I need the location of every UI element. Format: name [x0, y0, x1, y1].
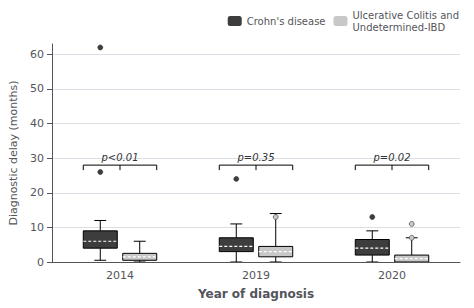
svg-text:20: 20: [30, 186, 44, 199]
svg-text:10: 10: [30, 221, 44, 234]
svg-text:30: 30: [30, 152, 44, 165]
svg-text:Diagnostic delay (months): Diagnostic delay (months): [7, 80, 20, 225]
svg-text:2019: 2019: [242, 269, 270, 282]
svg-text:Undetermined-IBD: Undetermined-IBD: [353, 22, 446, 33]
svg-text:Year of diagnosis: Year of diagnosis: [197, 287, 314, 301]
svg-text:p=0.35: p=0.35: [237, 152, 275, 163]
svg-text:0: 0: [37, 256, 44, 269]
svg-text:p<0.01: p<0.01: [101, 152, 139, 163]
svg-text:Ulcerative Colitis and: Ulcerative Colitis and: [353, 10, 460, 21]
svg-text:Crohn's disease: Crohn's disease: [247, 16, 326, 27]
svg-text:2014: 2014: [106, 269, 134, 282]
svg-text:60: 60: [30, 48, 44, 61]
svg-text:p=0.02: p=0.02: [373, 152, 411, 163]
svg-text:40: 40: [30, 117, 44, 130]
svg-text:2020: 2020: [378, 269, 406, 282]
svg-text:50: 50: [30, 82, 44, 95]
